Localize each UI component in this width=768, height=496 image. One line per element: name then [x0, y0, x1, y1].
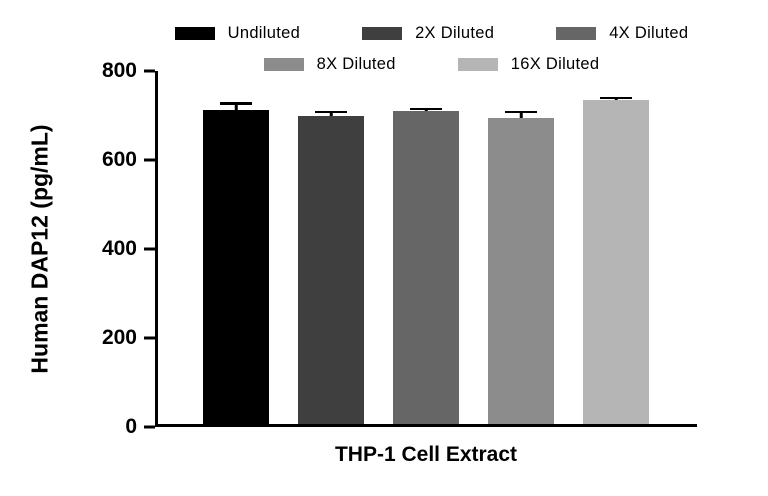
legend-swatch-2x-diluted [362, 27, 403, 40]
legend-item-8x-diluted: 8X Diluted [263, 55, 396, 74]
bar-fill-2x-diluted [298, 116, 364, 424]
y-tick-label-200: 200 [101, 326, 137, 349]
bar-8x-diluted [488, 110, 554, 424]
y-tick-mark-800 [144, 69, 155, 73]
error-whisker-8x-diluted [519, 110, 523, 118]
bar-fill-16x-diluted [583, 100, 649, 424]
legend-row-2: 8X Diluted 16X Diluted [110, 55, 753, 74]
error-cap-4x-diluted [410, 107, 442, 111]
bar-fill-4x-diluted [393, 111, 459, 424]
y-tick-label-800: 800 [101, 59, 137, 82]
legend-swatch-undiluted [174, 27, 215, 40]
legend-label-16x-diluted: 16X Diluted [510, 55, 600, 73]
error-whisker-undiluted [234, 102, 238, 111]
legend-label-8x-diluted: 8X Diluted [316, 55, 396, 73]
y-tick-label-400: 400 [101, 237, 137, 260]
bar-16x-diluted [583, 96, 649, 424]
bar-undiluted [203, 102, 269, 424]
bar-2x-diluted [298, 110, 364, 424]
legend-item-2x-diluted: 2X Diluted [362, 24, 494, 43]
y-axis-line [155, 71, 158, 427]
legend: Undiluted 2X Diluted 4X Diluted 8X Diluted… [110, 24, 753, 86]
y-tick-mark-600 [144, 158, 155, 162]
legend-swatch-8x-diluted [263, 58, 304, 71]
y-tick-mark-400 [144, 247, 155, 251]
legend-label-undiluted: Undiluted [227, 24, 301, 42]
bar-fill-8x-diluted [488, 117, 554, 424]
legend-swatch-16x-diluted [457, 58, 498, 71]
bar-fill-undiluted [203, 110, 269, 424]
legend-item-undiluted: Undiluted [174, 24, 301, 43]
bars-group [155, 71, 697, 424]
error-cap-undiluted [220, 102, 252, 105]
legend-item-4x-diluted: 4X Diluted [556, 24, 688, 43]
plot-area: 0 200 400 600 800 [102, 59, 697, 438]
legend-label-2x-diluted: 2X Diluted [415, 24, 495, 42]
y-axis-label: Human DAP12 (pg/mL) [26, 124, 53, 374]
y-tick-label-600: 600 [101, 148, 137, 171]
legend-swatch-4x-diluted [556, 27, 597, 40]
error-cap-16x-diluted [600, 96, 632, 99]
y-tick-mark-200 [144, 336, 155, 340]
legend-item-16x-diluted: 16X Diluted [457, 55, 600, 74]
y-tick-label-0: 0 [125, 415, 137, 438]
error-cap-2x-diluted [315, 110, 347, 114]
x-axis-line [155, 424, 697, 427]
error-cap-8x-diluted [505, 110, 537, 114]
error-whisker-2x-diluted [329, 110, 333, 117]
x-axis-label: THP-1 Cell Extract [334, 443, 518, 466]
y-tick-mark-0 [144, 425, 155, 429]
bar-4x-diluted [393, 107, 459, 424]
legend-label-4x-diluted: 4X Diluted [609, 24, 689, 42]
legend-row-1: Undiluted 2X Diluted 4X Diluted [110, 24, 753, 43]
